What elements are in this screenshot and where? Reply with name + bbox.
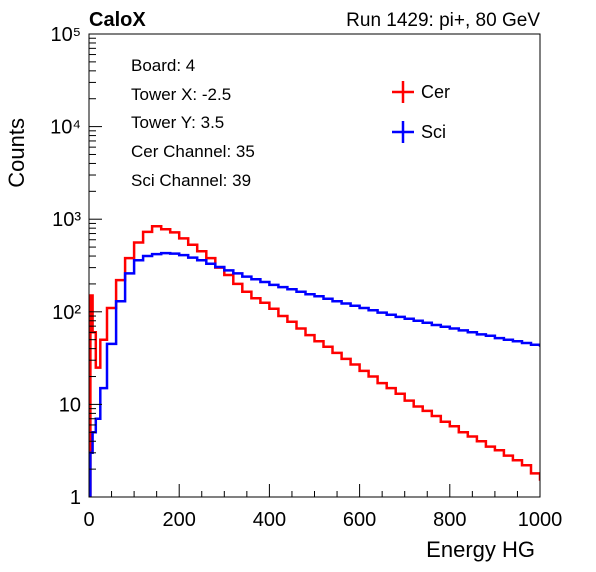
legend: Cer Sci bbox=[392, 81, 450, 143]
x-tick-label: 400 bbox=[253, 509, 286, 531]
info-box: Board: 4 Tower X: -2.5 Tower Y: 3.5 Cer … bbox=[131, 56, 255, 190]
y-axis-title: Counts bbox=[4, 118, 29, 188]
x-tick-label: 1000 bbox=[518, 509, 563, 531]
y-tick-label: 1 bbox=[70, 487, 81, 509]
info-sci-channel: Sci Channel: 39 bbox=[131, 171, 251, 190]
info-board: Board: 4 bbox=[131, 56, 195, 75]
y-tick-label: 10⁵ bbox=[50, 24, 81, 46]
info-cer-channel: Cer Channel: 35 bbox=[131, 142, 255, 161]
x-axis-ticks: 0 200 400 600 800 1000 bbox=[83, 484, 562, 531]
legend-label-cer: Cer bbox=[421, 82, 450, 102]
x-tick-label: 600 bbox=[343, 509, 376, 531]
legend-label-sci: Sci bbox=[421, 122, 446, 142]
y-axis-ticks: 1 10 10² 10³ 10⁴ 10⁵ bbox=[50, 24, 102, 509]
y-tick-label: 10 bbox=[59, 394, 81, 416]
y-tick-label: 10³ bbox=[52, 209, 81, 231]
y-tick-label: 10² bbox=[52, 302, 81, 324]
series-cer-line bbox=[89, 224, 540, 497]
x-tick-label: 200 bbox=[163, 509, 196, 531]
x-tick-label: 800 bbox=[433, 509, 466, 531]
x-tick-label: 0 bbox=[83, 509, 94, 531]
x-axis-title: Energy HG bbox=[426, 537, 535, 562]
series-sci-line bbox=[89, 251, 540, 497]
header-right-title: Run 1429: pi+, 80 GeV bbox=[346, 10, 540, 31]
info-tower-x: Tower X: -2.5 bbox=[131, 85, 231, 104]
y-tick-label: 10⁴ bbox=[50, 117, 81, 139]
info-tower-y: Tower Y: 3.5 bbox=[131, 113, 224, 132]
header-left-title: CaloX bbox=[89, 9, 146, 31]
series-layer bbox=[89, 224, 540, 497]
